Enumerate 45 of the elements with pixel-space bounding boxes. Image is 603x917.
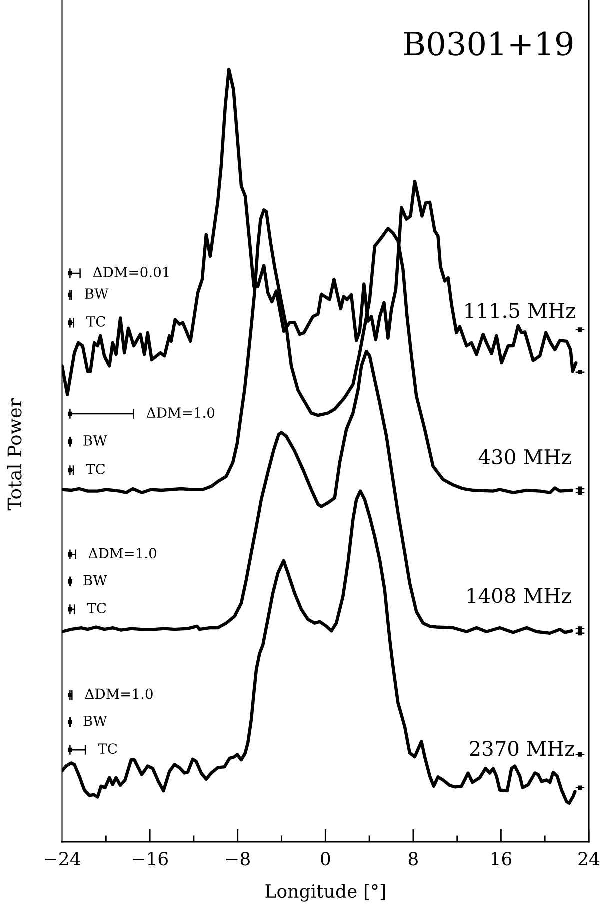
annotation: TC — [87, 603, 106, 614]
point — [68, 320, 72, 326]
x-axis-title: Longitude [°] — [266, 884, 385, 902]
annotation: ΔDM=1.0 — [146, 408, 215, 418]
point — [68, 693, 72, 698]
point — [578, 631, 582, 636]
point — [68, 552, 72, 557]
annotation: ΔDM=0.01 — [93, 266, 169, 278]
annotation: TC — [86, 464, 106, 474]
point — [578, 328, 582, 332]
x-tick-label: 0 — [321, 852, 330, 866]
point — [578, 786, 582, 790]
x-tick-label: −8 — [226, 852, 250, 866]
point — [68, 412, 72, 416]
annotation: BW — [84, 436, 108, 446]
x-tick-label: 16 — [492, 852, 512, 866]
point — [68, 720, 72, 724]
annotation: ΔDM=1.0 — [85, 688, 153, 700]
chart-title: B0301+19 — [404, 32, 573, 56]
annotation: BW — [84, 575, 108, 586]
annotation: BW — [84, 716, 108, 726]
x-tick-label: −16 — [132, 852, 168, 866]
point — [68, 468, 72, 473]
point — [578, 370, 582, 375]
x-tick-label: 24 — [578, 852, 600, 866]
y-axis-title: Total Power — [7, 398, 22, 511]
annotation: BW — [85, 288, 109, 299]
point — [68, 440, 72, 444]
point — [68, 607, 72, 612]
point — [578, 752, 582, 757]
series-label: 111.5 MHz — [466, 303, 576, 318]
point — [578, 626, 582, 632]
point — [68, 271, 72, 276]
point — [68, 579, 72, 584]
annotation: TC — [98, 744, 118, 754]
x-tick-label: −24 — [45, 852, 80, 866]
series-label: 1408 MHz — [468, 588, 572, 604]
point — [578, 490, 582, 496]
point — [68, 292, 72, 298]
series-label: 430 MHz — [478, 449, 572, 465]
series-label: 2370 MHz — [470, 741, 574, 756]
annotation: TC — [86, 316, 106, 327]
annotation: ΔDM=1.0 — [88, 548, 156, 559]
point — [68, 748, 72, 752]
x-tick-label: 8 — [408, 852, 418, 866]
